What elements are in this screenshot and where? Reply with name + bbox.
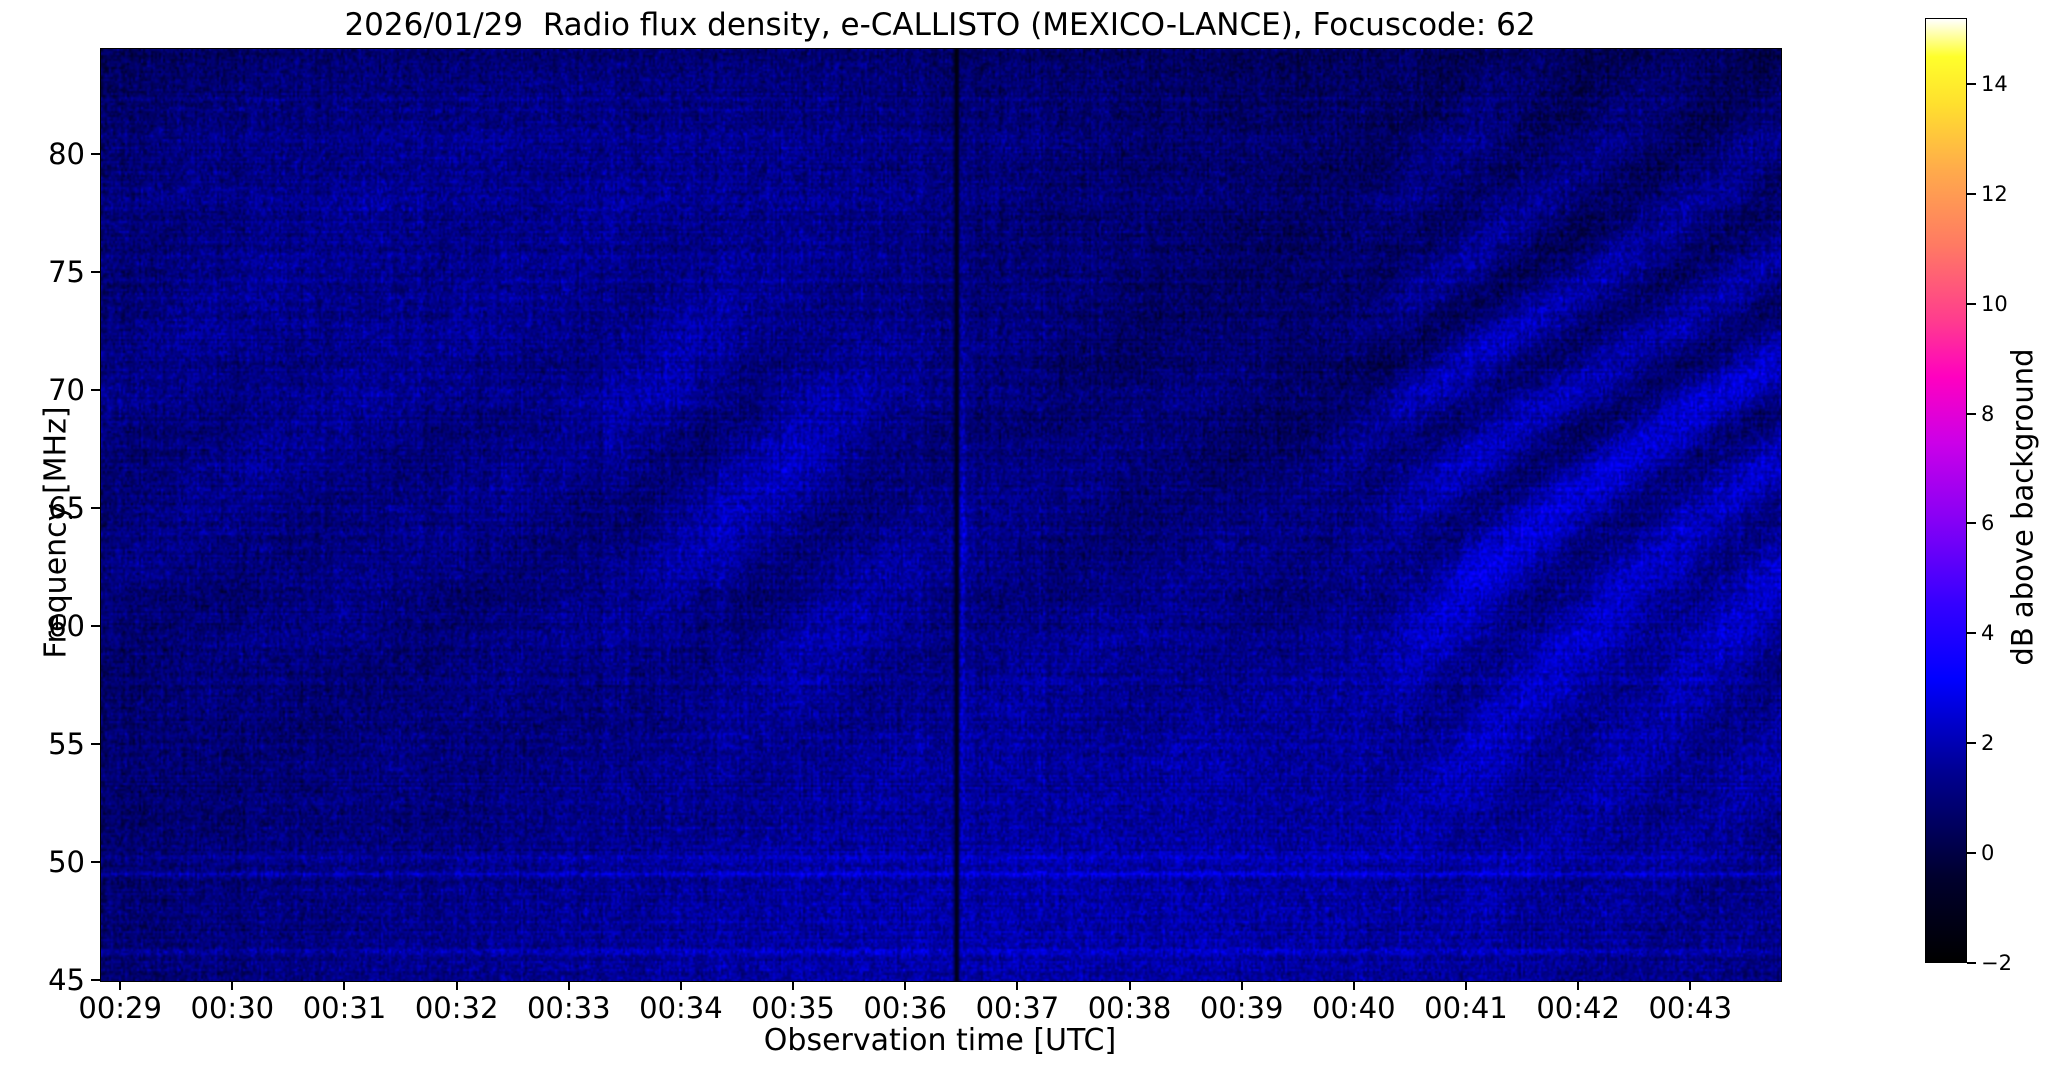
- x-tick-mark: [1240, 981, 1243, 990]
- x-tick-mark: [1016, 981, 1019, 990]
- x-tick-mark: [231, 981, 234, 990]
- colorbar-tick-label: 2: [1981, 731, 1995, 756]
- y-tick-mark: [91, 507, 100, 510]
- colorbar-tick-mark: [1967, 522, 1976, 525]
- y-axis-label-container: Frequency [MHz]: [14, 48, 74, 980]
- colorbar-tick-label: 14: [1981, 71, 2008, 96]
- x-tick-mark: [679, 981, 682, 990]
- x-tick-mark: [1577, 981, 1580, 990]
- x-tick-label: 00:37: [975, 991, 1060, 1025]
- x-tick-label: 00:31: [302, 991, 387, 1025]
- x-tick-mark: [1689, 981, 1692, 990]
- y-tick-mark: [91, 153, 100, 156]
- colorbar-tick-label: 4: [1981, 621, 1995, 646]
- x-tick-mark: [904, 981, 907, 990]
- colorbar-tick-label: 10: [1981, 291, 2008, 316]
- x-tick-label: 00:36: [863, 991, 947, 1025]
- colorbar-label-container: dB above background: [2000, 18, 2044, 963]
- x-tick-label: 00:34: [639, 991, 723, 1025]
- x-axis-ticks: 00:29 00:30 00:31 00:32 00:33 00:34 00:35 00:36…: [78, 981, 1780, 1027]
- colorbar-ticks: 14 12 10 8 6 4 2 0 −2: [1925, 18, 2045, 975]
- y-tick-label: 65: [48, 491, 85, 526]
- x-tick-mark: [1128, 981, 1131, 990]
- x-tick-label: 00:39: [1199, 991, 1284, 1025]
- spectrogram-image: [101, 49, 1781, 981]
- colorbar-gradient: [1925, 18, 1967, 963]
- colorbar-tick-mark: [1967, 632, 1976, 635]
- x-tick-mark: [567, 981, 570, 990]
- colorbar-tick-mark: [1967, 82, 1976, 85]
- y-tick-mark: [91, 271, 100, 274]
- x-tick-label: 00:40: [1312, 991, 1396, 1025]
- y-tick-label: 75: [48, 255, 85, 290]
- x-tick-label: 00:33: [526, 991, 611, 1025]
- y-tick-label: 80: [48, 137, 85, 172]
- colorbar-tick-label: −2: [1981, 951, 2012, 975]
- colorbar-tick-label: 6: [1981, 511, 1995, 536]
- y-tick-mark: [91, 389, 100, 392]
- y-tick-label: 60: [48, 609, 85, 644]
- x-tick-label: 00:35: [751, 991, 835, 1025]
- x-tick-mark: [1464, 981, 1467, 990]
- colorbar-tick-label: 12: [1981, 181, 2008, 206]
- colorbar-tick-mark: [1967, 412, 1976, 415]
- x-tick-label: 00:42: [1536, 991, 1620, 1025]
- x-tick-label: 00:30: [190, 991, 275, 1025]
- colorbar-label: dB above background: [2005, 348, 2040, 666]
- colorbar[interactable]: [1925, 18, 1967, 963]
- y-axis-ticks: 80 75 70 65 60 55 50 45: [0, 48, 100, 997]
- x-tick-label: 00:32: [414, 991, 499, 1025]
- colorbar-tick-mark: [1967, 742, 1976, 745]
- colorbar-tick-mark: [1967, 302, 1976, 305]
- x-tick-label: 00:43: [1648, 991, 1733, 1025]
- y-tick-mark: [91, 861, 100, 864]
- x-tick-label: 00:38: [1087, 991, 1172, 1025]
- x-tick-label: 00:29: [78, 991, 162, 1025]
- y-axis-label: Frequency [MHz]: [38, 406, 74, 659]
- spectrogram-plot-area[interactable]: [100, 48, 1782, 982]
- page-title: 2026/01/29 Radio flux density, e-CALLIST…: [344, 7, 1536, 43]
- colorbar-tick-mark: [1967, 852, 1976, 855]
- x-axis-label: Observation time [UTC]: [763, 1023, 1117, 1058]
- colorbar-tick-label: 0: [1981, 841, 1995, 866]
- y-tick-mark: [91, 979, 100, 981]
- y-tick-label: 50: [48, 845, 85, 880]
- colorbar-tick-mark: [1967, 192, 1976, 195]
- y-tick-mark: [91, 743, 100, 746]
- x-tick-label: 00:41: [1424, 991, 1508, 1025]
- colorbar-tick-mark: [1967, 962, 1976, 964]
- x-tick-mark: [119, 981, 122, 990]
- y-tick-label: 70: [48, 373, 85, 408]
- x-tick-mark: [455, 981, 458, 990]
- colorbar-tick-label: 8: [1981, 401, 1995, 426]
- x-tick-mark: [792, 981, 795, 990]
- x-tick-mark: [343, 981, 346, 990]
- y-tick-label: 55: [48, 727, 85, 762]
- x-tick-mark: [1352, 981, 1355, 990]
- y-tick-label: 45: [48, 963, 85, 997]
- y-tick-mark: [91, 625, 100, 628]
